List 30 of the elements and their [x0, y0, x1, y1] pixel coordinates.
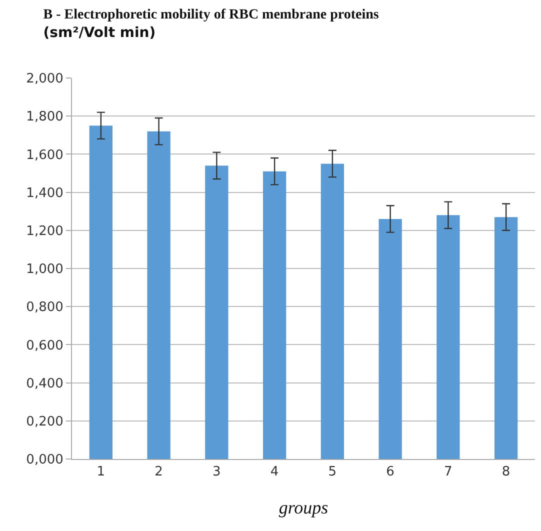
x-axis-title: groups [278, 498, 328, 518]
x-tick-label: 2 [154, 464, 163, 480]
y-tick-label: 1,800 [26, 110, 64, 125]
bar [262, 171, 286, 459]
x-tick-label: 6 [386, 464, 394, 480]
y-tick-label: 0,400 [26, 376, 64, 392]
bar [378, 218, 402, 459]
bar [147, 131, 170, 459]
y-tick-label: 1,600 [26, 148, 64, 163]
y-tick-label: 0,000 [26, 452, 64, 468]
chart-subtitle: (sm²/Volt min) [43, 24, 156, 41]
y-tick-label: 1,000 [26, 262, 64, 278]
bar [320, 164, 344, 459]
bar [89, 126, 113, 459]
y-tick-label: 0,800 [26, 300, 64, 316]
x-tick-label: 1 [96, 464, 106, 480]
chart-title: B - Electrophoretic mobility of RBC membrane proteins [43, 8, 380, 23]
x-tick-label: 8 [502, 464, 510, 480]
y-tick-label: 1,400 [26, 186, 64, 201]
y-tick-label: 1,200 [26, 224, 64, 239]
x-tick-label: 3 [212, 464, 221, 480]
x-tick-label: 5 [328, 464, 337, 480]
x-tick-label: 7 [444, 464, 452, 480]
y-tick-label: 2,000 [26, 72, 64, 87]
x-tick-label: 4 [270, 464, 279, 480]
y-tick-label: 0,200 [26, 414, 64, 430]
bar [205, 166, 228, 459]
bar [436, 215, 460, 459]
y-tick-label: 0,600 [26, 338, 64, 354]
bar [494, 217, 518, 459]
